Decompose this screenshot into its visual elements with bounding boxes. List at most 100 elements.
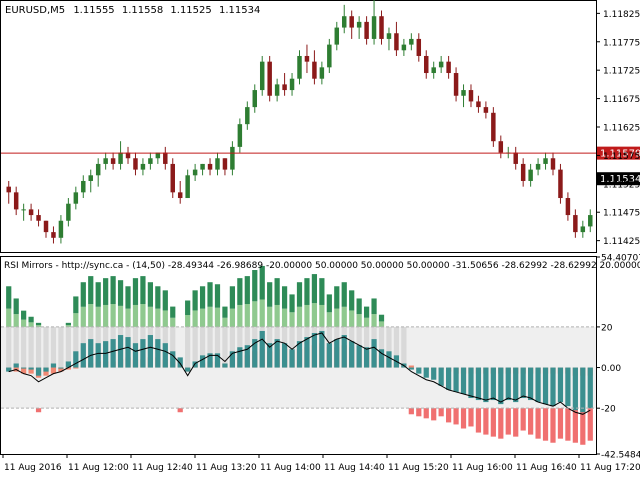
- candle-body: [245, 107, 250, 125]
- light-green-bar: [207, 306, 213, 327]
- red-bar: [483, 408, 489, 435]
- light-green-bar: [35, 325, 42, 327]
- indicator-tick-label: 0.00: [601, 364, 621, 374]
- price-tick-label: 1.11775: [603, 38, 640, 48]
- candle-body: [341, 16, 347, 28]
- teal-bar: [386, 351, 392, 368]
- teal-bar: [214, 353, 221, 368]
- candle-body: [573, 215, 578, 233]
- red-bar: [438, 408, 444, 417]
- candle-body: [259, 61, 265, 91]
- teal-bar: [408, 367, 414, 370]
- teal-bar: [274, 339, 280, 368]
- light-green-bar: [334, 308, 340, 327]
- price-tick-label: 1.11425: [603, 237, 640, 247]
- candle-body: [543, 158, 548, 164]
- teal-bar: [140, 339, 146, 368]
- light-green-bar: [296, 306, 303, 327]
- candle-body: [28, 209, 34, 216]
- teal-bar: [416, 367, 422, 374]
- teal-bar: [423, 367, 429, 378]
- time-axis: 11 Aug 2016 11 Aug 12:00 11 Aug 12:40 11 Au…: [2, 454, 640, 473]
- time-tick-label: 11 Aug 15:20: [388, 463, 449, 473]
- teal-bar: [356, 345, 362, 368]
- time-tick-label: 11 Aug 2016: [4, 463, 62, 473]
- light-green-bar: [95, 306, 101, 327]
- dark-green-bar: [252, 270, 258, 302]
- indicator-bars: [6, 265, 593, 445]
- candle-body: [491, 112, 496, 142]
- candle-body: [103, 158, 108, 164]
- dark-green-bar: [140, 276, 146, 305]
- teal-bar: [505, 367, 511, 401]
- dark-green-bar: [371, 298, 377, 315]
- teal-bar: [95, 343, 101, 368]
- price-axis: 1.11825 1.11775 1.11725 1.11675 1.11625 1.115…: [596, 10, 640, 247]
- dark-green-bar: [155, 286, 161, 309]
- dark-green-bar: [13, 298, 19, 315]
- time-tick-label: 11 Aug 16:40: [516, 463, 577, 473]
- teal-bar: [528, 367, 534, 401]
- light-green-bar: [6, 308, 12, 327]
- grey-bar: [393, 326, 400, 368]
- indicator-tick-label: -20: [601, 405, 616, 415]
- indicator-pane: [0, 256, 597, 455]
- candle-body: [453, 73, 459, 96]
- candle-body: [371, 16, 377, 39]
- dark-green-bar: [132, 278, 139, 305]
- candle-body: [207, 163, 213, 170]
- teal-bar: [587, 367, 593, 409]
- dark-green-bar: [378, 314, 385, 322]
- teal-bar: [446, 367, 452, 390]
- teal-bar: [341, 335, 347, 368]
- dark-green-bar: [185, 300, 191, 316]
- candle-body: [58, 220, 64, 238]
- teal-bar: [267, 343, 273, 368]
- salmon-bar: [408, 365, 414, 368]
- salmon-bar: [58, 367, 64, 372]
- grey-bar: [401, 326, 407, 368]
- teal-bar: [88, 339, 94, 368]
- light-green-bar: [289, 312, 295, 327]
- candle-body: [416, 38, 422, 56]
- teal-bar: [565, 367, 571, 407]
- candle-body: [230, 146, 235, 170]
- dark-green-bar: [21, 310, 27, 320]
- price-tick-label: 1.11725: [603, 67, 640, 77]
- teal-bar: [110, 339, 116, 368]
- candle-body: [319, 67, 325, 79]
- candle-body: [81, 180, 86, 193]
- light-green-bar: [162, 310, 168, 327]
- symbol-timeframe-text: EURUSD,M5: [5, 5, 65, 16]
- grey-bar: [50, 326, 57, 368]
- teal-bar: [311, 333, 318, 368]
- light-green-bar: [80, 306, 86, 327]
- teal-bar: [155, 339, 161, 368]
- candle-body: [88, 175, 93, 181]
- candle-body: [252, 90, 258, 108]
- light-green-bar: [252, 301, 258, 327]
- bid-price-label: 1.11579: [600, 149, 640, 160]
- dark-green-bar: [229, 286, 236, 309]
- dark-green-bar: [170, 306, 176, 318]
- teal-bar: [199, 355, 206, 368]
- dark-green-bar: [222, 306, 228, 318]
- time-tick-label: 11 Aug 17:20: [580, 463, 640, 473]
- dark-green-bar: [192, 290, 198, 311]
- ohlc-high: 1.11558: [122, 5, 163, 16]
- teal-bar: [162, 343, 168, 368]
- grey-bar: [207, 326, 213, 368]
- candle-body: [550, 158, 556, 170]
- indicator-tick-label: -42.54847: [601, 451, 640, 461]
- candle-body: [155, 152, 161, 159]
- grey-bar: [43, 326, 49, 368]
- teal-bar: [460, 367, 467, 394]
- teal-bar: [132, 343, 139, 368]
- red-bar: [587, 408, 593, 441]
- light-green-bar: [319, 304, 325, 327]
- red-bar: [423, 408, 429, 419]
- teal-bar: [125, 337, 131, 368]
- indicator-title: RSI Mirrors - http://sync.ca - (14,50) -…: [4, 261, 640, 271]
- indicator-axis: 54.40707 20 0.00 -20 -42.54847: [596, 254, 640, 461]
- candle-body: [21, 209, 26, 211]
